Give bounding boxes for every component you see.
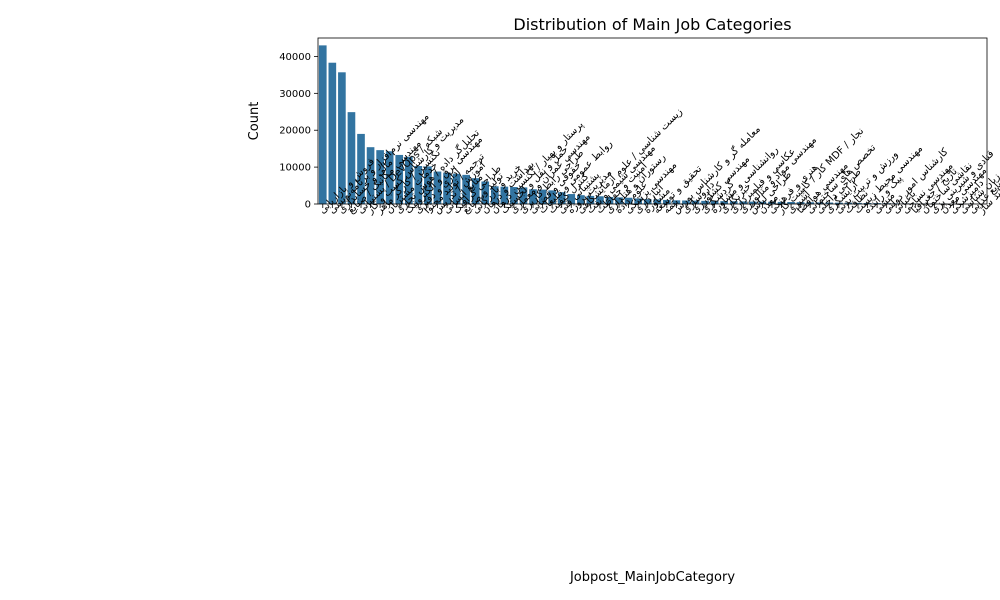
bar: [663, 199, 671, 204]
bar: [749, 201, 757, 204]
bar: [729, 201, 738, 204]
bar: [615, 197, 623, 204]
bar: [586, 195, 595, 204]
bar: [500, 186, 509, 204]
bar: [854, 202, 862, 204]
bar: [634, 198, 642, 204]
bar: [863, 203, 872, 204]
y-tick-label: 0: [305, 200, 311, 211]
bar: [471, 178, 480, 204]
bar: [490, 186, 499, 204]
bar: [825, 202, 834, 204]
bar: [691, 200, 700, 204]
bar: [366, 147, 375, 204]
bar: [395, 154, 404, 204]
bar: [424, 166, 432, 204]
y-axis-title: Count: [247, 102, 262, 141]
x-axis-title: Jobpost_MainJobCategory: [569, 570, 735, 585]
bar: [605, 196, 614, 204]
bar: [328, 62, 337, 204]
bar: [682, 200, 690, 204]
bar: [557, 192, 566, 204]
bar: [567, 194, 576, 204]
bar: [643, 199, 652, 204]
y-tick-label: 10000: [279, 163, 311, 174]
bar: [414, 166, 423, 204]
bar: [815, 202, 824, 204]
bar: [433, 171, 442, 204]
y-axis-ticks: 0 10000 20000 30000 40000: [279, 52, 318, 211]
bar: [519, 187, 528, 204]
bar: [835, 202, 843, 204]
bar: [376, 150, 384, 204]
bar: [357, 133, 365, 204]
bar: [404, 156, 413, 204]
bar: [787, 202, 795, 204]
bar: [385, 151, 394, 204]
bar: [777, 201, 786, 204]
y-tick-label: 40000: [279, 52, 311, 63]
bar: [873, 203, 881, 204]
bar: [806, 202, 815, 204]
bar: [347, 112, 356, 204]
bar: [710, 201, 719, 204]
bar: [452, 173, 461, 204]
bar: [443, 172, 451, 204]
bar: [596, 196, 604, 204]
bar: [653, 199, 662, 204]
bar: [720, 201, 729, 204]
bar: [548, 190, 556, 204]
bar: [844, 202, 853, 204]
bar: [538, 189, 547, 204]
y-tick-label: 30000: [279, 89, 311, 100]
bar: [529, 189, 537, 204]
bar: [318, 45, 327, 204]
bar: [739, 201, 748, 204]
bar: [510, 187, 518, 204]
bar: [768, 201, 776, 204]
bar: [338, 72, 346, 204]
bar: [672, 200, 681, 204]
plot-frame: [317, 37, 988, 205]
bars-group: [318, 45, 987, 204]
bar: [576, 195, 585, 204]
bar: [481, 181, 490, 204]
chart-title: Distribution of Main Job Categories: [513, 15, 791, 34]
bar: [701, 200, 709, 204]
bar: [758, 201, 767, 204]
y-tick-label: 20000: [279, 126, 311, 137]
bar: [462, 174, 470, 204]
bar: [624, 197, 633, 204]
bar: [796, 202, 805, 204]
